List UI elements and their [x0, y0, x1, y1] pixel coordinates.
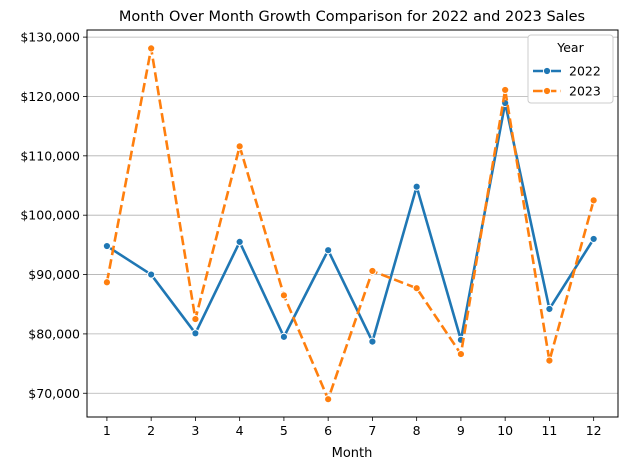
x-tick-label: 7 — [368, 423, 376, 438]
data-point-2022 — [191, 329, 200, 338]
data-point-2023 — [191, 314, 200, 324]
x-tick-label: 12 — [586, 423, 602, 438]
x-axis-label: Month — [332, 446, 373, 461]
series-line-2023 — [105, 47, 595, 401]
data-point-2023 — [545, 356, 554, 365]
data-point-2022 — [147, 270, 156, 279]
legend-marker-2022 — [542, 66, 552, 76]
data-point-2022 — [235, 237, 244, 247]
x-tick-label: 10 — [497, 423, 513, 438]
data-point-2023 — [324, 395, 333, 404]
x-tick-label: 11 — [541, 423, 557, 438]
data-point-2023 — [368, 266, 377, 276]
data-point-2022 — [589, 234, 598, 244]
data-point-2023 — [501, 85, 510, 95]
plot-area-frame — [86, 29, 619, 418]
data-point-2023 — [102, 278, 112, 287]
y-tick-label: $100,000 — [20, 208, 80, 223]
data-point-2022 — [412, 182, 421, 191]
data-point-2023 — [589, 196, 598, 205]
y-tick-label: $120,000 — [20, 89, 80, 104]
legend-label-2023: 2023 — [569, 84, 601, 99]
y-tick-label: $110,000 — [20, 148, 80, 163]
data-point-2023 — [147, 44, 156, 53]
x-tick-label: 5 — [280, 423, 288, 438]
legend: Year 2022 2023 — [527, 34, 614, 104]
x-tick-label: 4 — [236, 423, 244, 438]
x-tick-label: 2 — [147, 423, 155, 438]
data-point-2023 — [279, 291, 289, 300]
x-tick-label: 1 — [103, 423, 111, 438]
y-tick-label: $130,000 — [20, 30, 80, 45]
gridlines — [87, 36, 618, 394]
legend-label-2022: 2022 — [569, 64, 601, 79]
x-tick-label: 3 — [191, 423, 199, 438]
x-tick-label: 6 — [324, 423, 332, 438]
y-tick-label: $70,000 — [28, 386, 80, 401]
chart-title: Month Over Month Growth Comparison for 2… — [119, 9, 585, 25]
y-tick-label: $80,000 — [28, 326, 80, 341]
data-point-2023 — [235, 142, 244, 151]
y-tick-label: $90,000 — [28, 267, 80, 282]
legend-box — [527, 34, 614, 104]
data-point-2022 — [324, 246, 333, 255]
x-tick-label: 8 — [413, 423, 421, 438]
legend-title: Year — [556, 40, 584, 55]
data-point-2022 — [102, 241, 112, 251]
x-tick-label: 9 — [457, 423, 465, 438]
y-axis: $70,000 $80,000 $90,000 $100,000 $110,000 $12… — [20, 30, 87, 401]
legend-marker-2023 — [542, 86, 552, 96]
data-point-2022 — [279, 332, 289, 341]
series-layer — [102, 44, 598, 404]
data-point-2022 — [545, 304, 554, 314]
x-axis: 1 2 3 4 5 6 7 8 9 10 11 12 — [103, 417, 602, 438]
data-point-2023 — [456, 349, 466, 359]
data-point-2022 — [368, 337, 377, 346]
data-point-2023 — [412, 284, 421, 293]
